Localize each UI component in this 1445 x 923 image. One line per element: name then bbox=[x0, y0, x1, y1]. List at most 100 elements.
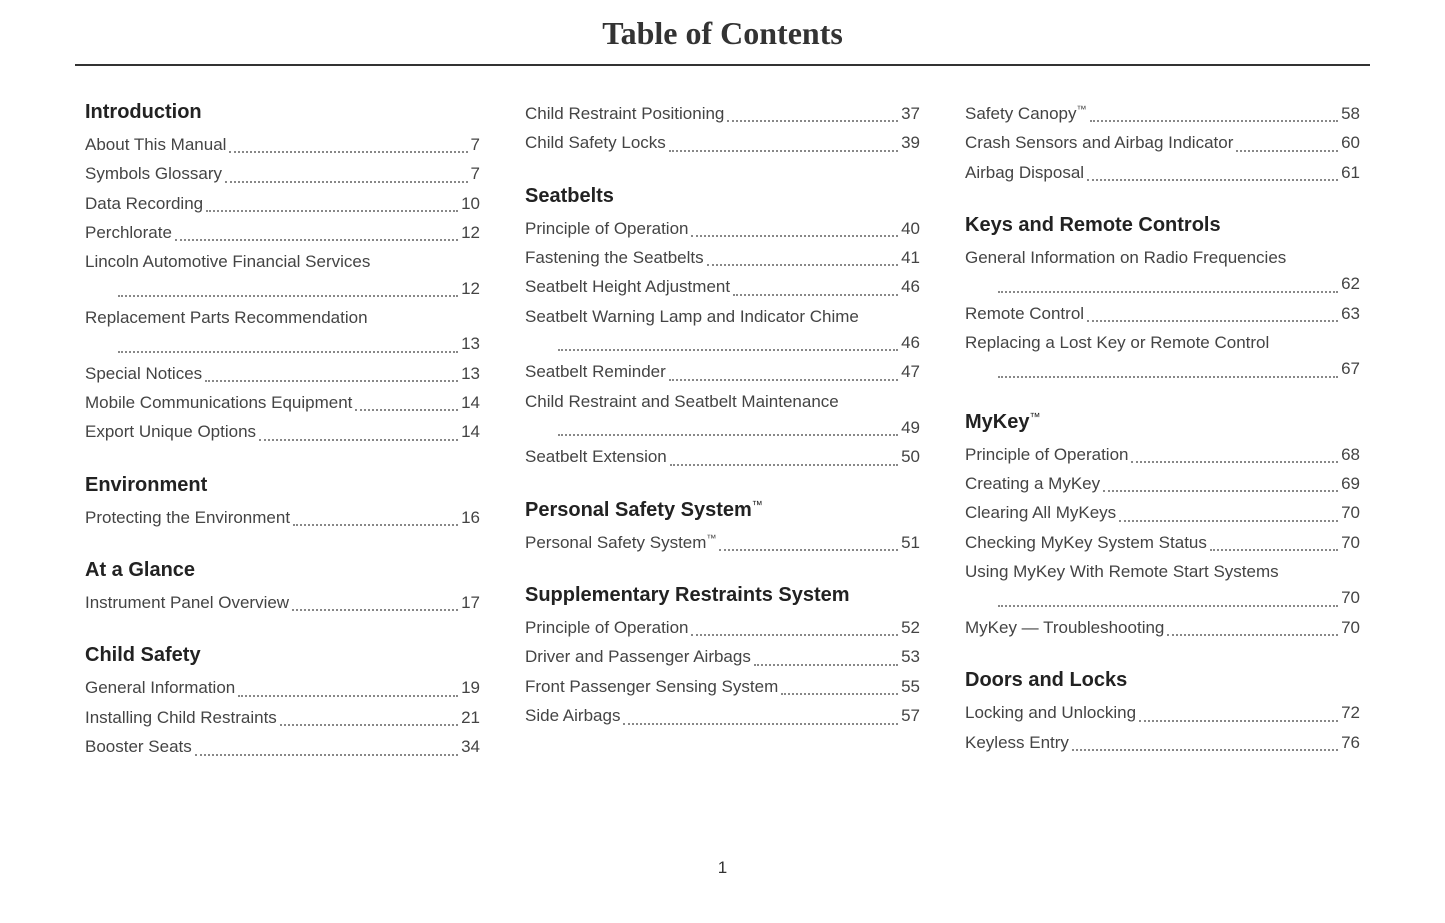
toc-page-number: 70 bbox=[1341, 585, 1360, 611]
toc-label: Replacement Parts Recommendation bbox=[85, 305, 480, 331]
toc-column-3: Safety Canopy™58Crash Sensors and Airbag… bbox=[965, 101, 1360, 789]
toc-label: Using MyKey With Remote Start Systems bbox=[965, 559, 1360, 585]
toc-label: Child Restraint and Seatbelt Maintenance bbox=[525, 389, 920, 415]
toc-label: Protecting the Environment bbox=[85, 505, 290, 531]
toc-entry: Side Airbags 57 bbox=[525, 703, 920, 729]
toc-label: Replacing a Lost Key or Remote Control bbox=[965, 330, 1360, 356]
toc-label: Data Recording bbox=[85, 191, 203, 217]
toc-page-number: 50 bbox=[901, 444, 920, 470]
toc-entry: Lincoln Automotive Financial Services12 bbox=[85, 249, 480, 302]
toc-page-number: 40 bbox=[901, 216, 920, 242]
toc-entry: Mobile Communications Equipment14 bbox=[85, 390, 480, 416]
toc-page-number: 55 bbox=[901, 674, 920, 700]
toc-page-number: 76 bbox=[1341, 730, 1360, 756]
toc-entry: Export Unique Options 14 bbox=[85, 419, 480, 445]
toc-page-number: 68 bbox=[1341, 442, 1360, 468]
toc-entry: About This Manual 7 bbox=[85, 132, 480, 158]
toc-dots bbox=[205, 380, 458, 382]
toc-entry: Protecting the Environment16 bbox=[85, 505, 480, 531]
toc-label: Driver and Passenger Airbags bbox=[525, 644, 751, 670]
toc-entry: Child Safety Locks39 bbox=[525, 130, 920, 156]
section-heading: At a Glance bbox=[85, 559, 480, 582]
toc-entry: General Information19 bbox=[85, 675, 480, 701]
toc-dots bbox=[691, 634, 898, 636]
toc-section: IntroductionAbout This Manual7Symbols Gl… bbox=[85, 101, 480, 446]
toc-page-number: 60 bbox=[1341, 130, 1360, 156]
toc-page-number: 10 bbox=[461, 191, 480, 217]
toc-label: Safety Canopy™ bbox=[965, 101, 1087, 127]
toc-label: Side Airbags bbox=[525, 703, 620, 729]
toc-dots bbox=[1131, 461, 1338, 463]
toc-dots bbox=[669, 150, 898, 152]
page-title: Table of Contents bbox=[0, 15, 1445, 52]
toc-page-number: 63 bbox=[1341, 301, 1360, 327]
toc-entry: Seatbelt Reminder 47 bbox=[525, 359, 920, 385]
toc-section: Keys and Remote ControlsGeneral Informat… bbox=[965, 214, 1360, 383]
toc-section: At a GlanceInstrument Panel Overview17 bbox=[85, 559, 480, 616]
toc-label: Airbag Disposal bbox=[965, 160, 1084, 186]
toc-label: Seatbelt Height Adjustment bbox=[525, 274, 730, 300]
toc-entry: General Information on Radio Frequencies… bbox=[965, 245, 1360, 298]
toc-dots bbox=[1167, 634, 1338, 636]
toc-dots bbox=[229, 151, 467, 153]
section-heading: Doors and Locks bbox=[965, 669, 1360, 692]
toc-label: About This Manual bbox=[85, 132, 226, 158]
toc-label: Booster Seats bbox=[85, 734, 192, 760]
toc-page-number: 14 bbox=[461, 419, 480, 445]
toc-page-number: 39 bbox=[901, 130, 920, 156]
toc-section: Child Restraint Positioning37Child Safet… bbox=[525, 101, 920, 157]
toc-dots bbox=[1103, 490, 1338, 492]
toc-columns: IntroductionAbout This Manual7Symbols Gl… bbox=[0, 101, 1445, 789]
section-heading: Personal Safety System™ bbox=[525, 499, 920, 522]
toc-dots bbox=[292, 609, 458, 611]
toc-page-number: 72 bbox=[1341, 700, 1360, 726]
toc-column-1: IntroductionAbout This Manual7Symbols Gl… bbox=[85, 101, 480, 789]
toc-dots bbox=[1139, 720, 1338, 722]
trademark-symbol: ™ bbox=[752, 499, 763, 511]
toc-entry: Perchlorate12 bbox=[85, 220, 480, 246]
toc-label: Seatbelt Reminder bbox=[525, 359, 666, 385]
toc-dots bbox=[1236, 150, 1338, 152]
toc-entry: Personal Safety System™51 bbox=[525, 530, 920, 556]
toc-entry: MyKey — Troubleshooting70 bbox=[965, 615, 1360, 641]
section-heading: Seatbelts bbox=[525, 185, 920, 208]
toc-dots bbox=[998, 376, 1338, 378]
toc-page-number: 47 bbox=[901, 359, 920, 385]
toc-entry: Remote Control63 bbox=[965, 301, 1360, 327]
toc-entry: Symbols Glossary7 bbox=[85, 161, 480, 187]
toc-page-number: 7 bbox=[471, 132, 480, 158]
toc-dots bbox=[280, 724, 458, 726]
toc-dots bbox=[118, 351, 458, 353]
toc-dots bbox=[355, 409, 458, 411]
toc-dots bbox=[781, 693, 898, 695]
toc-dots bbox=[558, 434, 898, 436]
toc-label: Instrument Panel Overview bbox=[85, 590, 289, 616]
toc-entry: Airbag Disposal 61 bbox=[965, 160, 1360, 186]
toc-entry: Special Notices13 bbox=[85, 361, 480, 387]
toc-dots bbox=[1119, 520, 1338, 522]
toc-page-number: 13 bbox=[461, 331, 480, 357]
toc-label: Lincoln Automotive Financial Services bbox=[85, 249, 480, 275]
toc-label: Export Unique Options bbox=[85, 419, 256, 445]
toc-label: Installing Child Restraints bbox=[85, 705, 277, 731]
toc-page-number: 61 bbox=[1341, 160, 1360, 186]
toc-dots bbox=[998, 605, 1338, 607]
toc-page-number: 46 bbox=[901, 330, 920, 356]
toc-dots bbox=[1087, 179, 1338, 181]
toc-page-number: 12 bbox=[461, 276, 480, 302]
toc-entry: Seatbelt Warning Lamp and Indicator Chim… bbox=[525, 304, 920, 357]
toc-page-number: 57 bbox=[901, 703, 920, 729]
toc-page-number: 37 bbox=[901, 101, 920, 127]
toc-page-number: 46 bbox=[901, 274, 920, 300]
toc-label: Principle of Operation bbox=[965, 442, 1128, 468]
toc-label: Keyless Entry bbox=[965, 730, 1069, 756]
toc-entry: Principle of Operation52 bbox=[525, 615, 920, 641]
toc-entry: Installing Child Restraints21 bbox=[85, 705, 480, 731]
toc-label: Special Notices bbox=[85, 361, 202, 387]
toc-entry: Locking and Unlocking72 bbox=[965, 700, 1360, 726]
toc-page-number: 51 bbox=[901, 530, 920, 556]
toc-label: Checking MyKey System Status bbox=[965, 530, 1207, 556]
toc-dots bbox=[175, 239, 458, 241]
toc-entry: Using MyKey With Remote Start Systems70 bbox=[965, 559, 1360, 612]
toc-dots bbox=[754, 664, 898, 666]
